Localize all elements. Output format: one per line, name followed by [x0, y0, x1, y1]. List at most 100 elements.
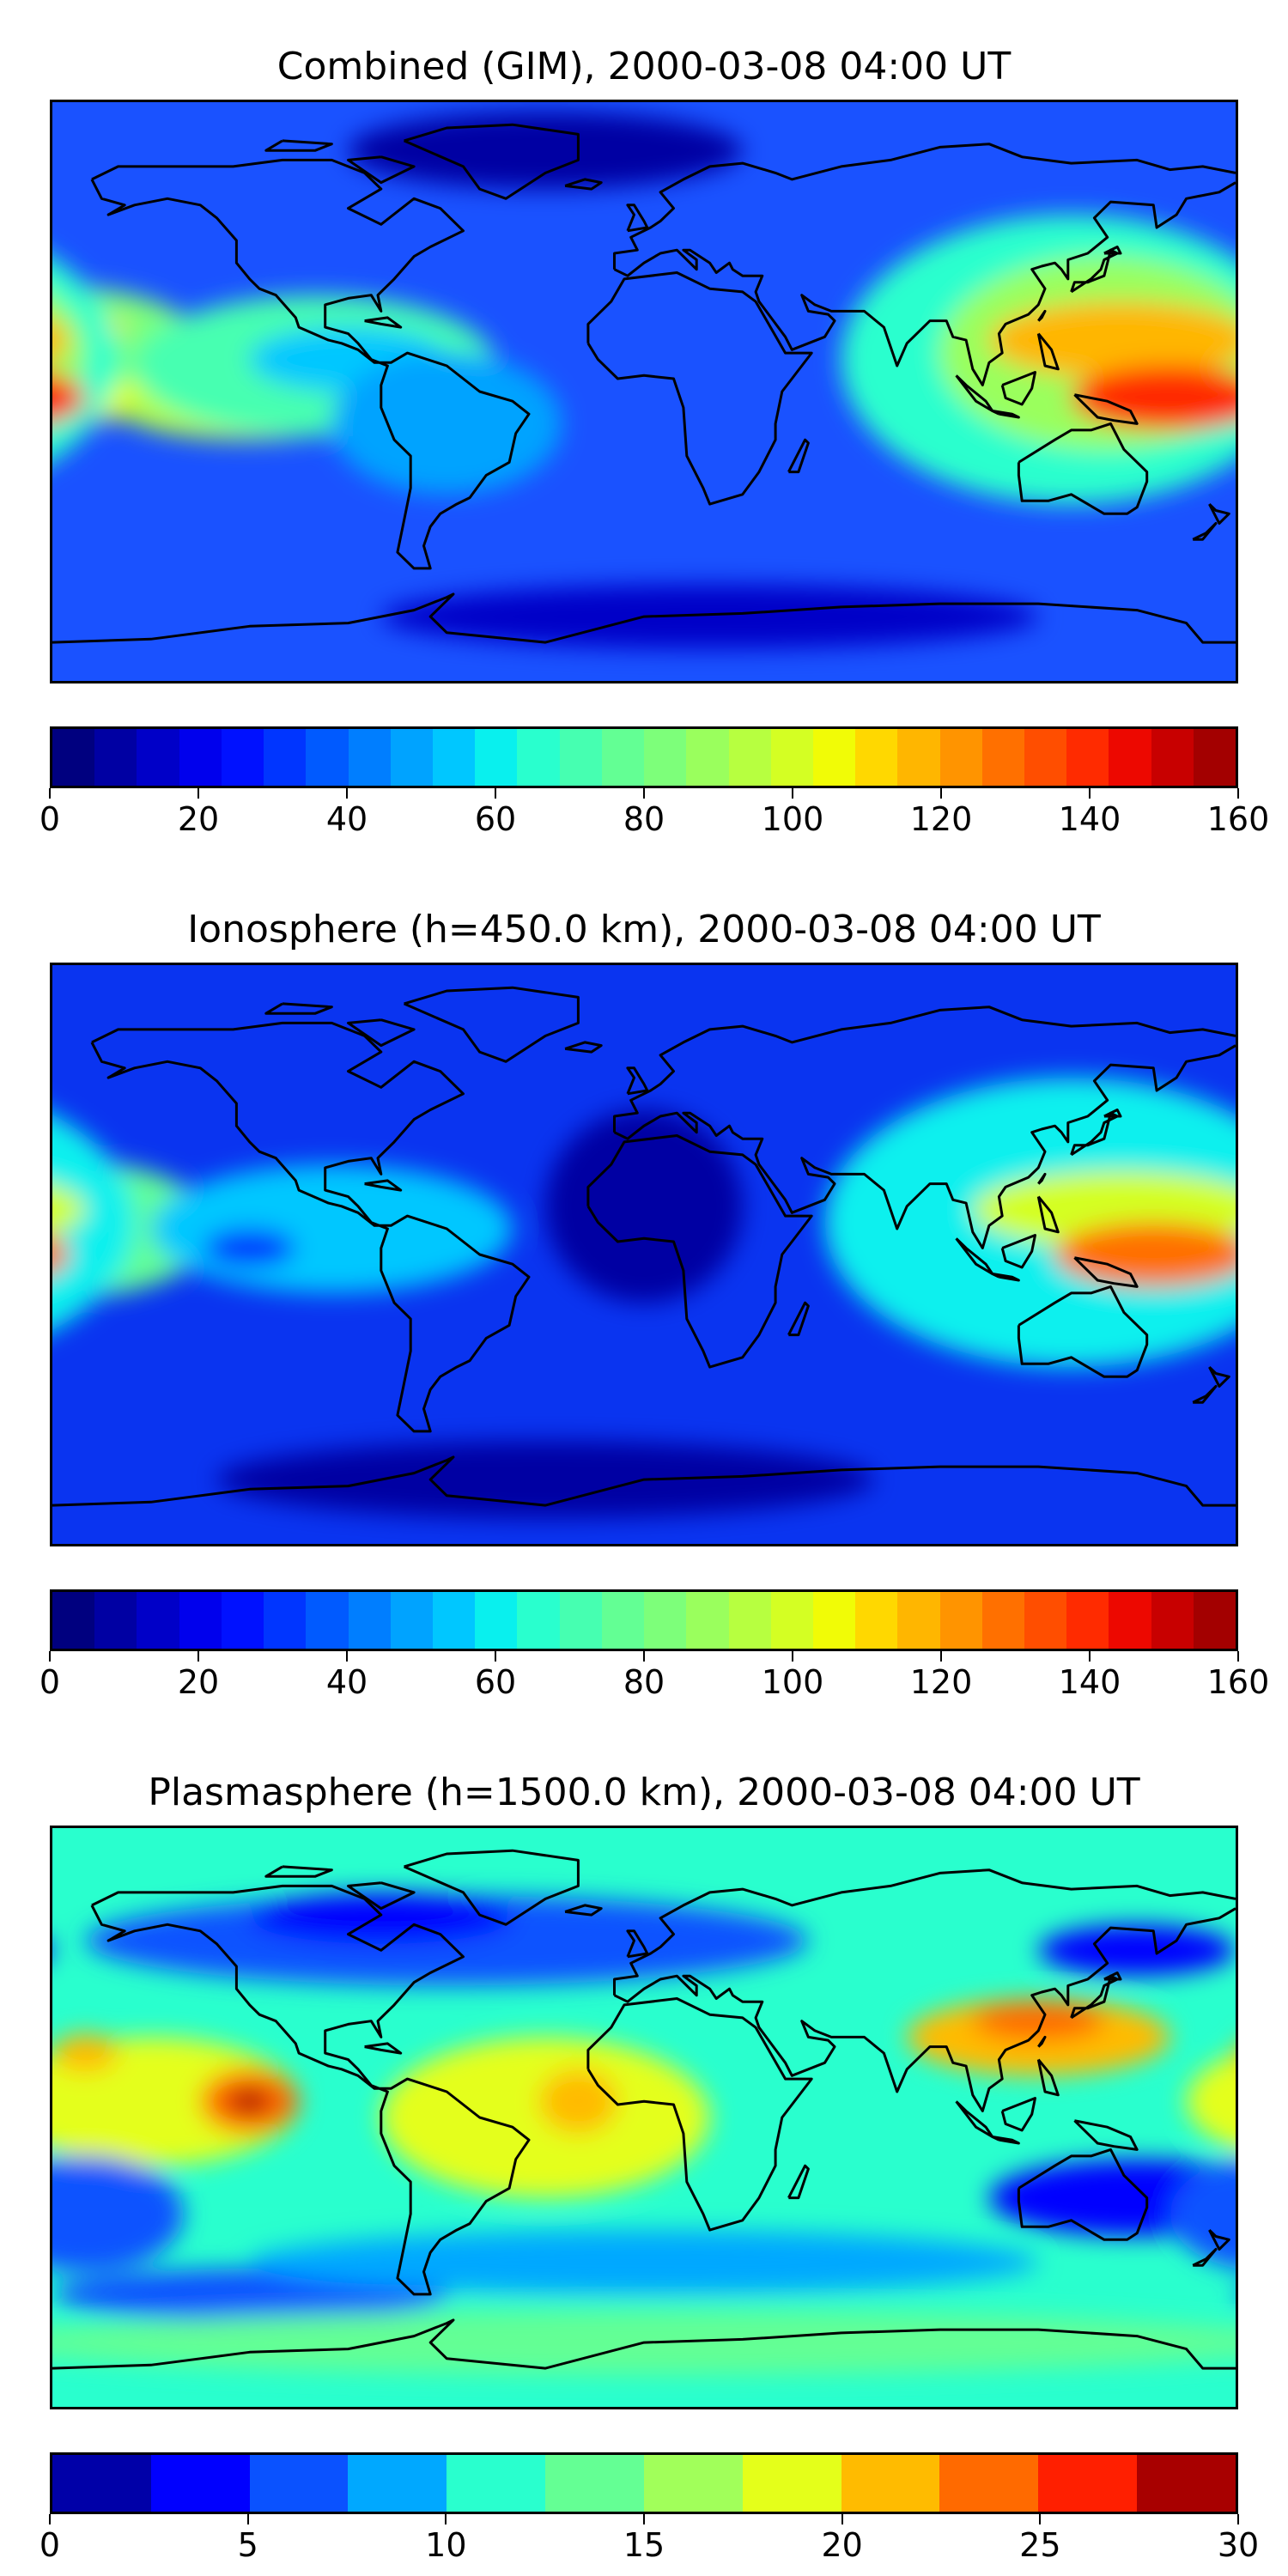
coastline — [1073, 1256, 1139, 1288]
coastline — [787, 438, 810, 474]
coastline — [1000, 371, 1036, 406]
field-contour — [150, 1164, 513, 1293]
colorbar-segment — [348, 2455, 447, 2512]
colorbar-segment — [1109, 1592, 1151, 1649]
map-ionosphere-svg — [52, 965, 1236, 1544]
colorbar-segment — [94, 1592, 137, 1649]
coastline — [626, 1066, 649, 1096]
coastline — [347, 1018, 416, 1048]
colorbar-segment — [981, 1592, 1025, 1649]
colorbar-tick-mark — [1089, 788, 1091, 799]
colorbar-segment — [643, 2455, 743, 2512]
colorbar-segment — [432, 1592, 476, 1649]
map-plasmasphere-svg — [52, 1828, 1236, 2407]
colorbar-segment — [897, 729, 940, 786]
colorbar-tick-mark — [197, 788, 199, 799]
colorbar-segment — [897, 1592, 940, 1649]
colorbar-segment — [390, 729, 433, 786]
colorbar-segment — [150, 2455, 250, 2512]
coastline — [1073, 393, 1139, 425]
colorbar-segment — [770, 729, 813, 786]
colorbar-segment — [686, 1592, 729, 1649]
colorbar-combined — [50, 726, 1238, 788]
colorbar-segment — [179, 729, 222, 786]
colorbar-segment — [1137, 2455, 1236, 2512]
coastline — [52, 1455, 1236, 1507]
coastline — [613, 1907, 1236, 2112]
coastline — [1073, 2119, 1139, 2151]
field-layer — [52, 112, 1236, 649]
colorbar-segment — [559, 1592, 602, 1649]
coastline — [1000, 1234, 1036, 1269]
colorbar-tick-mark — [792, 788, 793, 799]
colorbar-segment — [981, 729, 1025, 786]
panel-title-combined: Combined (GIM), 2000-03-08 04:00 UT — [276, 45, 1012, 88]
colorbar-tick-mark — [643, 788, 645, 799]
colorbar-segment — [601, 729, 645, 786]
colorbar-tick-label: 0 — [39, 1663, 61, 1701]
colorbar-tick-label: 10 — [425, 2526, 467, 2564]
coastline — [52, 592, 1236, 644]
colorbar-segment — [1038, 2455, 1138, 2512]
colorbar-tick-mark — [1237, 2514, 1239, 2524]
colorbar-tick-mark — [495, 1651, 496, 1662]
coastline — [613, 181, 1236, 386]
coastline — [1208, 1366, 1230, 1388]
coastline — [991, 2136, 1020, 2145]
coastline — [1103, 246, 1122, 255]
colorbar-segment — [1193, 729, 1236, 786]
colorbar-tick-mark — [49, 2514, 51, 2524]
colorbar-segment — [137, 729, 179, 786]
colorbar-tick-label: 160 — [1206, 1663, 1270, 1701]
colorbar-segment — [812, 729, 856, 786]
field-contour — [229, 2088, 270, 2115]
coastline — [1192, 522, 1218, 541]
coastline — [52, 2318, 1236, 2370]
coastline — [404, 986, 580, 1063]
colorbar-segment — [52, 1592, 95, 1649]
colorbar-tick-label: 20 — [177, 1663, 220, 1701]
colorbar-tick-mark — [643, 2514, 645, 2524]
colorbar-tick-mark — [1237, 1651, 1239, 1662]
colorbar-segment — [686, 729, 729, 786]
coastline — [586, 1997, 813, 2232]
coastline — [1103, 1971, 1122, 1981]
field-contour — [216, 1441, 874, 1519]
coastline — [404, 123, 580, 200]
colorbar-segment — [770, 1592, 813, 1649]
colorbar-segment — [559, 729, 602, 786]
coastline — [1017, 1285, 1149, 1378]
coastline — [586, 271, 813, 506]
colorbar-segment — [742, 2455, 841, 2512]
coastline — [90, 158, 531, 570]
coastlines — [52, 986, 1236, 1507]
coastline — [90, 1884, 531, 2296]
colorbar-segment — [306, 1592, 349, 1649]
field-contour — [249, 1892, 513, 1944]
colorbar-segment — [390, 1592, 433, 1649]
coastline — [991, 410, 1020, 419]
colorbar-tick-mark — [346, 788, 348, 799]
colorbar-segment — [812, 1592, 856, 1649]
colorbar-segment — [517, 729, 560, 786]
colorbar-segment — [939, 2455, 1039, 2512]
field-contour — [52, 2328, 118, 2357]
colorbar-tick-label: 140 — [1058, 1663, 1121, 1701]
colorbar-segment — [52, 729, 95, 786]
field-contour — [52, 321, 70, 359]
coastline — [264, 1865, 333, 1878]
colorbar-tick-mark — [1237, 788, 1239, 799]
colorbar-segment — [94, 729, 137, 786]
map-combined-svg — [52, 102, 1236, 681]
field-contour — [348, 112, 743, 190]
colorbar-tick-mark — [346, 1651, 348, 1662]
colorbar-tick-label: 60 — [474, 1663, 517, 1701]
coastline — [991, 1273, 1020, 1282]
colorbar-tick-label: 25 — [1019, 2526, 1061, 2564]
field-contour — [1071, 366, 1236, 430]
map-plasmasphere — [50, 1826, 1238, 2409]
colorbar-segment — [179, 1592, 222, 1649]
coastline — [347, 155, 416, 185]
field-contour — [204, 1229, 296, 1267]
colorbar-segment — [221, 1592, 264, 1649]
